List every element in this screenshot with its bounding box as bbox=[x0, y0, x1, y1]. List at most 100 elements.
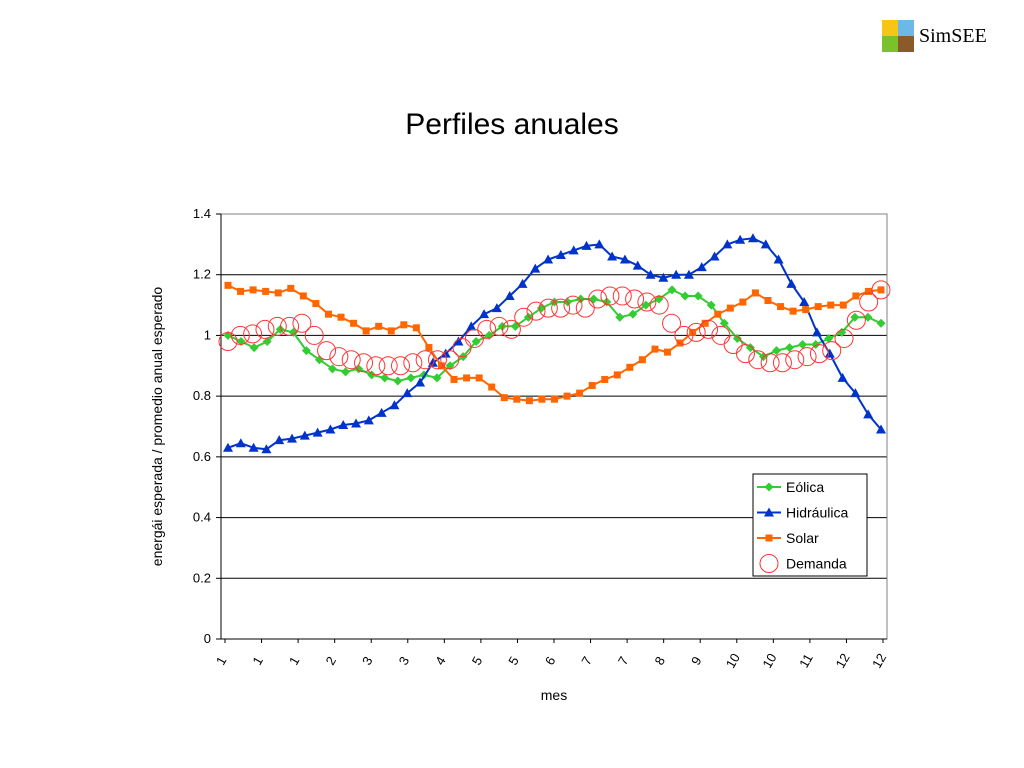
data-point bbox=[523, 312, 533, 322]
legend-item-hidraulica: Hidráulica bbox=[757, 505, 848, 521]
data-point bbox=[827, 301, 835, 309]
data-point bbox=[237, 287, 245, 295]
data-point bbox=[760, 239, 771, 249]
data-point bbox=[415, 350, 435, 370]
data-point bbox=[477, 319, 497, 339]
data-point bbox=[249, 286, 257, 294]
data-point bbox=[223, 442, 233, 452]
data-point bbox=[378, 356, 398, 376]
data-point bbox=[387, 327, 395, 335]
data-point bbox=[563, 295, 583, 315]
data-point bbox=[797, 347, 817, 367]
data-point bbox=[619, 254, 630, 264]
x-tick-label: 10 bbox=[723, 651, 743, 671]
data-point bbox=[760, 353, 780, 373]
data-point bbox=[230, 325, 250, 345]
series-group bbox=[218, 233, 891, 454]
data-point bbox=[637, 292, 657, 312]
data-point bbox=[517, 278, 528, 288]
data-point bbox=[491, 303, 502, 313]
data-point bbox=[341, 367, 351, 377]
data-point bbox=[824, 333, 834, 343]
data-point bbox=[504, 290, 515, 300]
data-point bbox=[764, 482, 774, 492]
data-point bbox=[798, 340, 808, 350]
data-point bbox=[366, 356, 386, 376]
data-point bbox=[287, 433, 298, 443]
data-point bbox=[543, 254, 554, 264]
data-point bbox=[714, 310, 722, 318]
data-point bbox=[615, 312, 625, 322]
data-point bbox=[651, 345, 659, 353]
x-tick-label: 2 bbox=[322, 654, 339, 668]
data-point bbox=[850, 388, 861, 398]
data-point bbox=[267, 316, 287, 336]
legend: Eólica Hidráulica Solar Demanda bbox=[752, 473, 868, 577]
data-point bbox=[751, 289, 759, 297]
x-tick-label: 3 bbox=[396, 654, 413, 668]
data-point bbox=[450, 375, 458, 383]
data-point bbox=[440, 350, 460, 370]
data-point bbox=[641, 300, 651, 310]
simsee-logo-icon bbox=[882, 20, 914, 52]
data-point bbox=[380, 373, 390, 383]
data-point bbox=[243, 324, 263, 344]
data-point bbox=[772, 353, 792, 373]
logo-square-green bbox=[882, 36, 898, 52]
data-point bbox=[312, 300, 320, 308]
x-tick-label: 1 bbox=[213, 654, 230, 668]
data-point bbox=[786, 278, 797, 288]
data-point bbox=[726, 304, 734, 312]
data-point bbox=[789, 307, 797, 315]
data-point bbox=[375, 322, 383, 330]
series-hidraulica bbox=[223, 233, 886, 454]
x-tick-label: 11 bbox=[796, 651, 816, 670]
x-tick-label: 9 bbox=[688, 654, 705, 668]
data-point bbox=[759, 554, 779, 573]
data-point bbox=[662, 313, 682, 333]
data-point bbox=[363, 415, 374, 425]
data-point bbox=[701, 319, 709, 327]
slide-title: Perfiles anuales bbox=[405, 108, 619, 141]
data-point bbox=[489, 316, 509, 336]
data-point bbox=[479, 309, 490, 319]
y-tick-label: 0.2 bbox=[193, 570, 211, 585]
data-point bbox=[389, 400, 400, 410]
data-point bbox=[218, 332, 238, 351]
data-point bbox=[402, 388, 413, 398]
data-point bbox=[773, 254, 784, 264]
data-point bbox=[500, 394, 508, 402]
data-point bbox=[325, 424, 336, 434]
x-tick-label: 12 bbox=[832, 651, 852, 671]
legend-box bbox=[752, 473, 868, 577]
data-point bbox=[514, 307, 534, 327]
data-point bbox=[538, 298, 558, 318]
data-point bbox=[393, 376, 403, 386]
data-point bbox=[466, 321, 477, 331]
data-point bbox=[312, 427, 323, 437]
data-point bbox=[680, 291, 690, 301]
logo-square-brown bbox=[898, 36, 914, 52]
y-tick-label: 0.6 bbox=[193, 449, 211, 464]
data-point bbox=[628, 309, 638, 319]
data-point bbox=[722, 239, 733, 249]
data-point bbox=[406, 373, 416, 383]
data-point bbox=[576, 294, 586, 304]
data-point bbox=[814, 303, 822, 311]
x-tick-label: 7 bbox=[615, 654, 632, 668]
data-point bbox=[709, 251, 720, 261]
data-point bbox=[735, 344, 755, 364]
data-point bbox=[299, 292, 307, 300]
data-point bbox=[671, 269, 682, 279]
data-point bbox=[658, 272, 669, 282]
x-tick-label: 12 bbox=[869, 651, 889, 671]
y-tick-label: 0.4 bbox=[193, 510, 211, 525]
data-point bbox=[440, 348, 451, 358]
data-point bbox=[412, 324, 420, 332]
data-point bbox=[274, 289, 282, 297]
data-point bbox=[649, 295, 669, 315]
data-point bbox=[594, 239, 605, 249]
data-point bbox=[400, 321, 408, 329]
data-point bbox=[683, 269, 694, 279]
